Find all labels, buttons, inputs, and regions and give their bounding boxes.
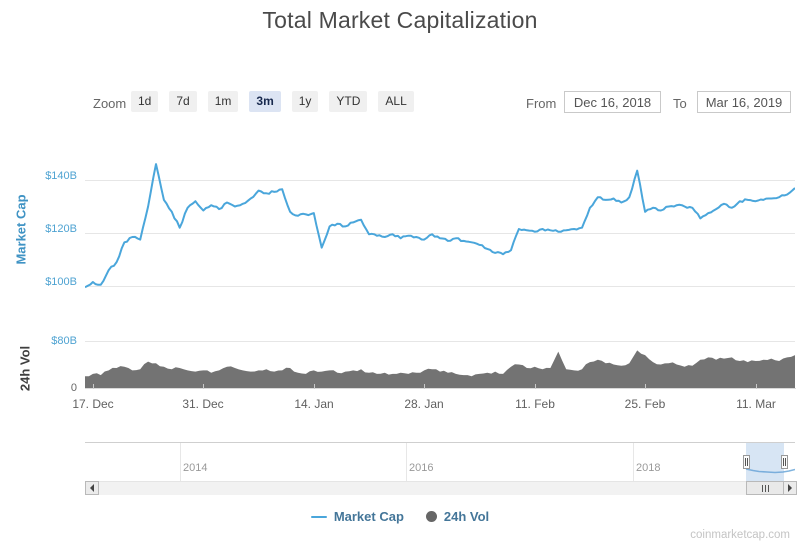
scrollbar-right-arrow-icon[interactable] (783, 481, 797, 495)
market-cap-tick-label: $100B (45, 276, 77, 288)
scrollbar-thumb[interactable] (746, 481, 784, 495)
zoom-button-ytd[interactable]: YTD (329, 91, 368, 112)
market-cap-axis-title: Market Cap (13, 194, 29, 265)
x-axis-label: 25. Feb (624, 397, 666, 411)
navigator[interactable]: 2014 2016 2018 (85, 442, 795, 481)
legend-item-24h-vol[interactable]: 24h Vol (425, 509, 490, 524)
market-cap-tick-label: $120B (45, 223, 77, 235)
zoom-button-1d[interactable]: 1d (131, 91, 159, 112)
legend-circle-marker-icon (425, 511, 437, 522)
zoom-button-7d[interactable]: 7d (169, 91, 197, 112)
market-cap-plot-area[interactable] (85, 150, 795, 332)
zoom-button-1m[interactable]: 1m (207, 91, 239, 112)
volume-axis-title: 24h Vol (17, 345, 33, 392)
x-axis-label: 28. Jan (404, 397, 444, 411)
navigator-left-handle[interactable] (742, 455, 750, 469)
navigator-year-label: 2014 (183, 462, 208, 474)
from-date-input[interactable] (564, 91, 661, 113)
market-cap-tick-label: $140B (45, 170, 77, 182)
x-axis-label: 14. Jan (294, 397, 334, 411)
x-axis-line (85, 388, 796, 389)
navigator-year-label: 2016 (409, 462, 434, 474)
to-label: To (673, 96, 687, 111)
zoom-label: Zoom (93, 96, 127, 111)
x-axis-tick (645, 384, 646, 389)
x-axis-label: 31. Dec (182, 397, 224, 411)
zoom-button-1y[interactable]: 1y (291, 91, 319, 112)
x-axis-label: 11. Feb (515, 397, 555, 411)
legend-line-marker-icon (310, 515, 327, 518)
navigator-selected-range[interactable] (746, 443, 784, 481)
navigator-gridline (180, 443, 181, 481)
volume-plot-area[interactable] (85, 341, 795, 389)
scrollbar-track[interactable] (85, 481, 797, 495)
x-axis-tick (314, 384, 315, 389)
x-axis-tick (535, 384, 536, 389)
watermark-link[interactable]: coinmarketcap.com (690, 529, 790, 541)
navigator-gridline (633, 443, 634, 481)
zoom-button-group: 1d 7d 1m 3m 1y YTD ALL (131, 91, 414, 112)
x-axis-label: 17. Dec (72, 397, 114, 411)
x-axis-tick (93, 384, 94, 389)
navigator-gridline (406, 443, 407, 481)
scrollbar-left-arrow-icon[interactable] (85, 481, 99, 495)
navigator-year-label: 2018 (636, 462, 661, 474)
x-axis-tick (203, 384, 204, 389)
x-axis-tick (424, 384, 425, 389)
from-label: From (526, 96, 557, 111)
legend-item-label: Market Cap (333, 509, 404, 524)
x-axis-tick (756, 384, 757, 389)
page-title: Total Market Capitalization (262, 7, 538, 33)
x-axis-label: 11. Mar (736, 397, 776, 411)
zoom-button-3m[interactable]: 3m (249, 91, 281, 112)
legend-item-market-cap[interactable]: Market Cap (310, 509, 404, 524)
volume-tick-label: $80B (51, 335, 77, 347)
volume-tick-label: 0 (70, 382, 77, 394)
to-date-input[interactable] (697, 91, 791, 113)
navigator-series-preview (745, 468, 795, 474)
legend-item-label: 24h Vol (443, 509, 490, 524)
zoom-button-all[interactable]: ALL (378, 91, 414, 112)
legend: Market Cap 24h Vol (0, 509, 800, 524)
navigator-right-handle[interactable] (780, 455, 788, 469)
